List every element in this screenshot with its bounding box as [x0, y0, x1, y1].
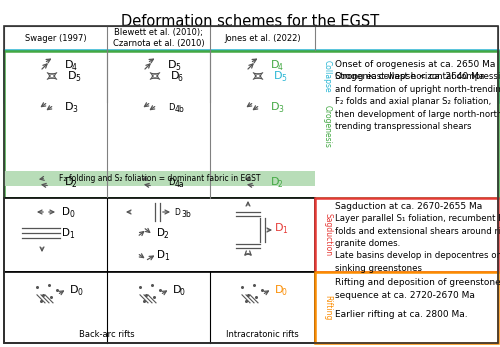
- Text: Earlier rifting at ca. 2800 Ma.: Earlier rifting at ca. 2800 Ma.: [335, 310, 468, 319]
- Text: 4a: 4a: [175, 180, 184, 189]
- Text: D: D: [275, 223, 283, 233]
- Text: 1: 1: [69, 231, 74, 240]
- Text: 1: 1: [282, 226, 287, 235]
- Text: D: D: [171, 71, 179, 81]
- Text: Collapse: Collapse: [323, 60, 332, 92]
- Text: D: D: [70, 285, 78, 295]
- Text: D: D: [157, 228, 165, 238]
- Bar: [4, 50, 498, 102]
- Text: D: D: [271, 60, 280, 70]
- Bar: [4, 51, 498, 198]
- Text: Deformation schemes for the EGST: Deformation schemes for the EGST: [121, 14, 379, 29]
- Text: Orogenic collapse < ca. 2640 Ma: Orogenic collapse < ca. 2640 Ma: [335, 71, 484, 81]
- Bar: [4, 171, 315, 186]
- Text: 5: 5: [175, 63, 180, 72]
- Text: 0: 0: [180, 288, 185, 297]
- Text: 4b: 4b: [175, 105, 185, 114]
- Text: 4: 4: [278, 63, 283, 72]
- Text: 2: 2: [278, 180, 283, 189]
- Text: D: D: [62, 207, 70, 217]
- Text: Back-arc rifts: Back-arc rifts: [79, 330, 135, 339]
- Text: Blewett et al. (2010);
Czarnota et al. (2010): Blewett et al. (2010); Czarnota et al. (…: [112, 28, 204, 48]
- Text: Rifting: Rifting: [323, 295, 332, 320]
- Bar: [4, 26, 498, 50]
- Text: D: D: [275, 285, 283, 295]
- Text: D: D: [168, 178, 174, 186]
- Text: F₂ folding and S₂ foliation = dominant fabric in EGST: F₂ folding and S₂ foliation = dominant f…: [59, 174, 260, 183]
- Text: D: D: [157, 250, 165, 260]
- Text: Intracratonic rifts: Intracratonic rifts: [226, 330, 299, 339]
- Text: 0: 0: [69, 210, 74, 219]
- Text: Sagduction: Sagduction: [323, 213, 332, 256]
- Text: D: D: [65, 102, 74, 112]
- Text: D: D: [173, 285, 182, 295]
- Text: D: D: [62, 228, 70, 238]
- Text: D: D: [68, 71, 76, 81]
- Bar: [315, 272, 498, 343]
- Text: D: D: [174, 208, 180, 217]
- Bar: [4, 198, 315, 272]
- Text: Onset of orogenesis at ca. 2650 Ma: Onset of orogenesis at ca. 2650 Ma: [335, 60, 496, 69]
- Text: 5: 5: [281, 74, 286, 83]
- Text: D: D: [168, 60, 176, 70]
- Text: Layer parallel S₁ foliation, recumbent F₁
folds and extensional shears around ri: Layer parallel S₁ foliation, recumbent F…: [335, 214, 500, 273]
- Text: 6: 6: [178, 74, 183, 83]
- Text: D: D: [65, 177, 74, 187]
- Bar: [4, 272, 315, 343]
- Text: Orogenesis: Orogenesis: [323, 104, 332, 147]
- Text: 0: 0: [77, 288, 82, 297]
- Text: 2: 2: [72, 180, 77, 189]
- Bar: [315, 198, 498, 272]
- Text: D: D: [271, 177, 280, 187]
- Text: D: D: [274, 71, 282, 81]
- Text: 4: 4: [72, 63, 77, 72]
- Text: Rifting and deposition of greenstone
sequence at ca. 2720-2670 Ma: Rifting and deposition of greenstone seq…: [335, 278, 500, 299]
- Text: D: D: [271, 102, 280, 112]
- Text: 0: 0: [282, 288, 287, 297]
- Text: 2: 2: [164, 231, 169, 240]
- Text: 3: 3: [278, 105, 283, 114]
- Text: 1: 1: [164, 253, 169, 262]
- Text: Swager (1997): Swager (1997): [24, 34, 86, 42]
- Text: 3b: 3b: [181, 210, 191, 219]
- Text: Jones et al. (2022): Jones et al. (2022): [224, 34, 301, 42]
- Text: D: D: [65, 60, 74, 70]
- Text: 5: 5: [75, 74, 80, 83]
- Text: Strong east-west horizontal compression
and formation of upright north-trending
: Strong east-west horizontal compression …: [335, 72, 500, 131]
- Text: D: D: [168, 102, 174, 111]
- Text: 3: 3: [72, 105, 77, 114]
- Text: Sagduction at ca. 2670-2655 Ma: Sagduction at ca. 2670-2655 Ma: [335, 202, 482, 211]
